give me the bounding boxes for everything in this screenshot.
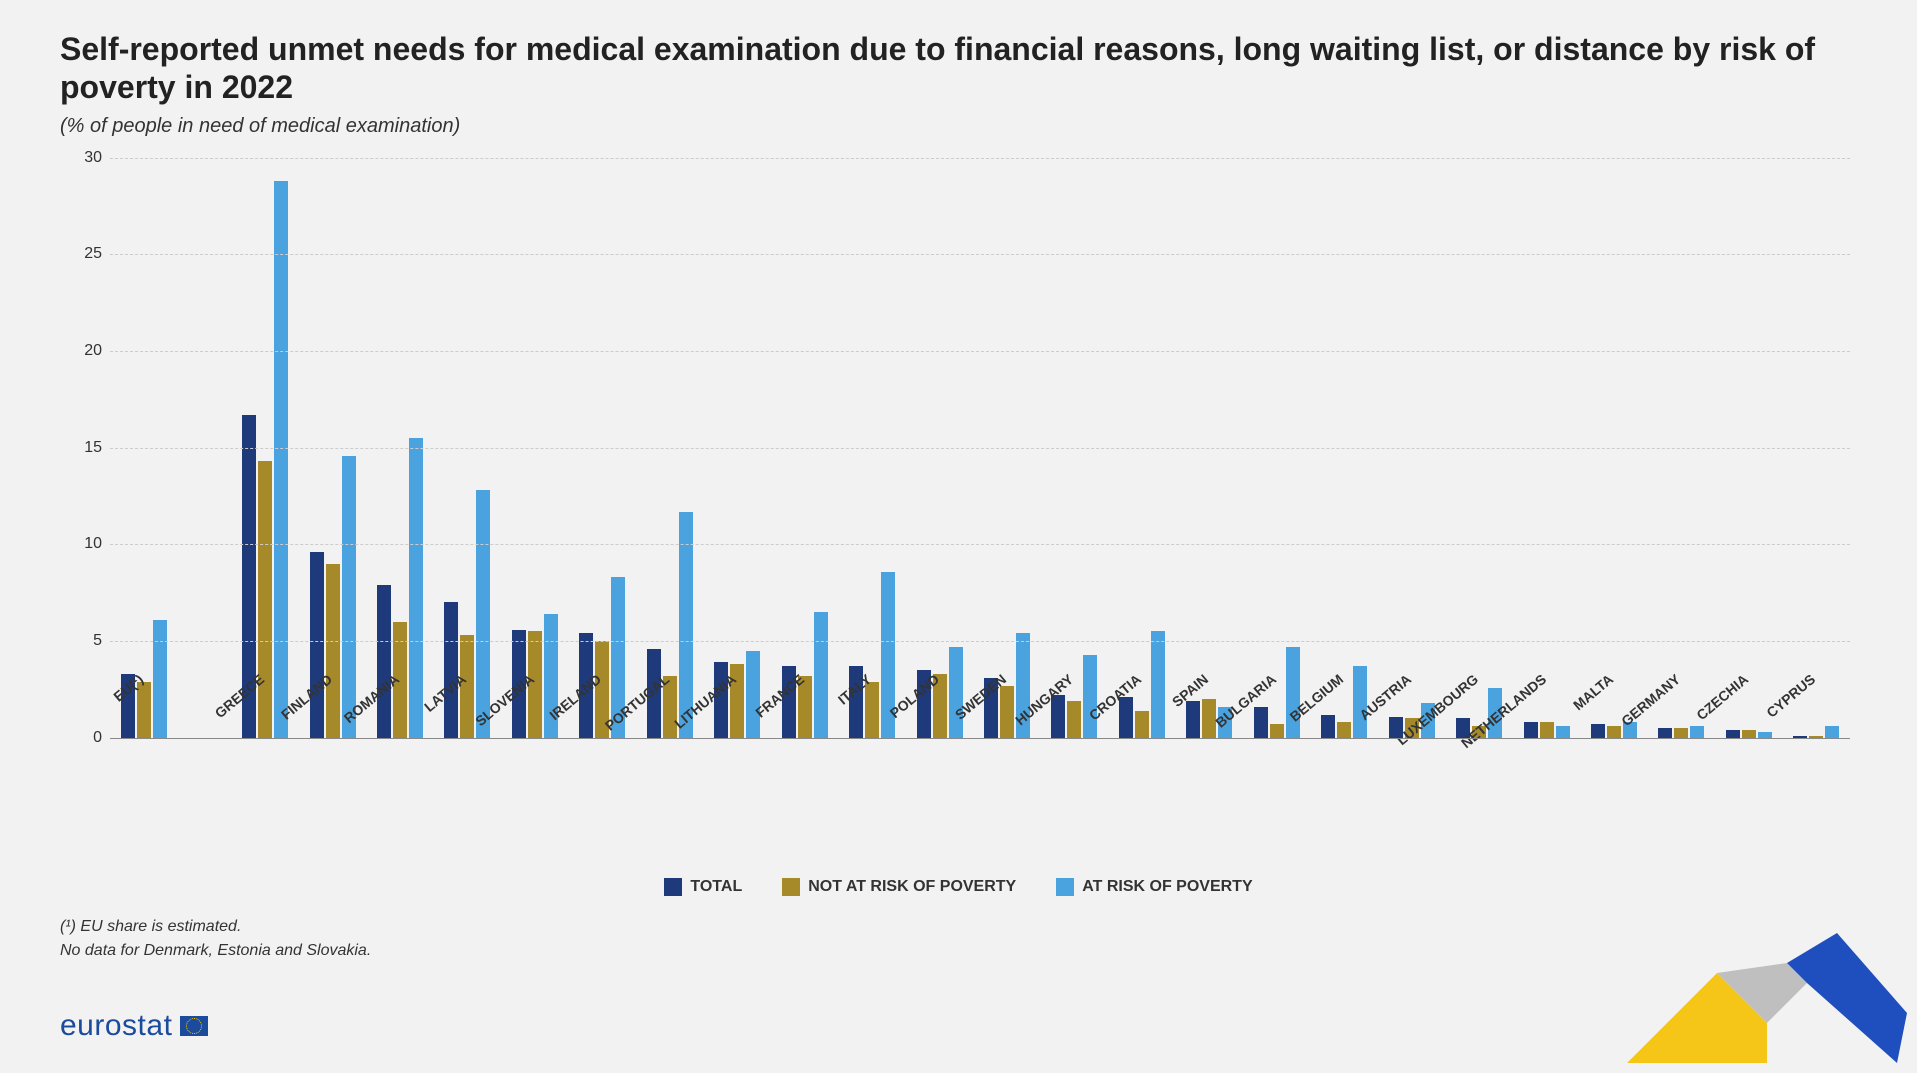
grid-line — [110, 254, 1850, 255]
bar-not_at_risk — [137, 682, 151, 738]
bar-at_risk — [409, 438, 423, 738]
bar-not_at_risk — [258, 461, 272, 737]
y-tick-label: 20 — [84, 342, 102, 360]
y-tick-label: 30 — [84, 149, 102, 167]
bar-at_risk — [476, 490, 490, 737]
bar-at_risk — [342, 456, 356, 738]
grid-line — [110, 351, 1850, 352]
legend-swatch — [782, 878, 800, 896]
footnotes: (¹) EU share is estimated.No data for De… — [60, 915, 371, 963]
legend-swatch — [1056, 878, 1074, 896]
chart-container: Self-reported unmet needs for medical ex… — [0, 0, 1917, 1073]
grid-line — [110, 544, 1850, 545]
grid-line — [110, 448, 1850, 449]
bar-total — [377, 585, 391, 738]
y-tick-label: 10 — [84, 535, 102, 553]
eurostat-brand: eurostat — [60, 1009, 208, 1043]
bar-at_risk — [153, 620, 167, 738]
legend-label: AT RISK OF POVERTY — [1082, 878, 1252, 896]
eurostat-swoosh-icon — [1567, 893, 1907, 1063]
plot-area: 051015202530 EU(¹)GREECEFINLANDROMANIALA… — [70, 158, 1850, 738]
chart-title: Self-reported unmet needs for medical ex… — [60, 30, 1857, 107]
footnote-line: (¹) EU share is estimated. — [60, 915, 371, 939]
bar-not_at_risk — [326, 564, 340, 738]
bar-total — [310, 552, 324, 738]
grid-line — [110, 641, 1850, 642]
y-tick-label: 15 — [84, 439, 102, 457]
y-tick-label: 0 — [93, 729, 102, 747]
grid-line — [110, 738, 1850, 739]
chart-subtitle: (% of people in need of medical examinat… — [60, 115, 1857, 138]
legend-item: AT RISK OF POVERTY — [1056, 878, 1252, 896]
y-tick-label: 5 — [93, 632, 102, 650]
y-tick-label: 25 — [84, 245, 102, 263]
grid-line — [110, 158, 1850, 159]
bar-at_risk — [274, 181, 288, 738]
legend-item: TOTAL — [664, 878, 742, 896]
legend-item: NOT AT RISK OF POVERTY — [782, 878, 1016, 896]
eu-flag-icon — [180, 1016, 208, 1036]
legend-label: TOTAL — [690, 878, 742, 896]
brand-text: eurostat — [60, 1009, 172, 1043]
y-axis: 051015202530 — [70, 158, 110, 738]
bar-at_risk — [1825, 726, 1839, 738]
footnote-line: No data for Denmark, Estonia and Slovaki… — [60, 939, 371, 963]
legend-swatch — [664, 878, 682, 896]
bar-total — [444, 602, 458, 737]
legend-label: NOT AT RISK OF POVERTY — [808, 878, 1016, 896]
